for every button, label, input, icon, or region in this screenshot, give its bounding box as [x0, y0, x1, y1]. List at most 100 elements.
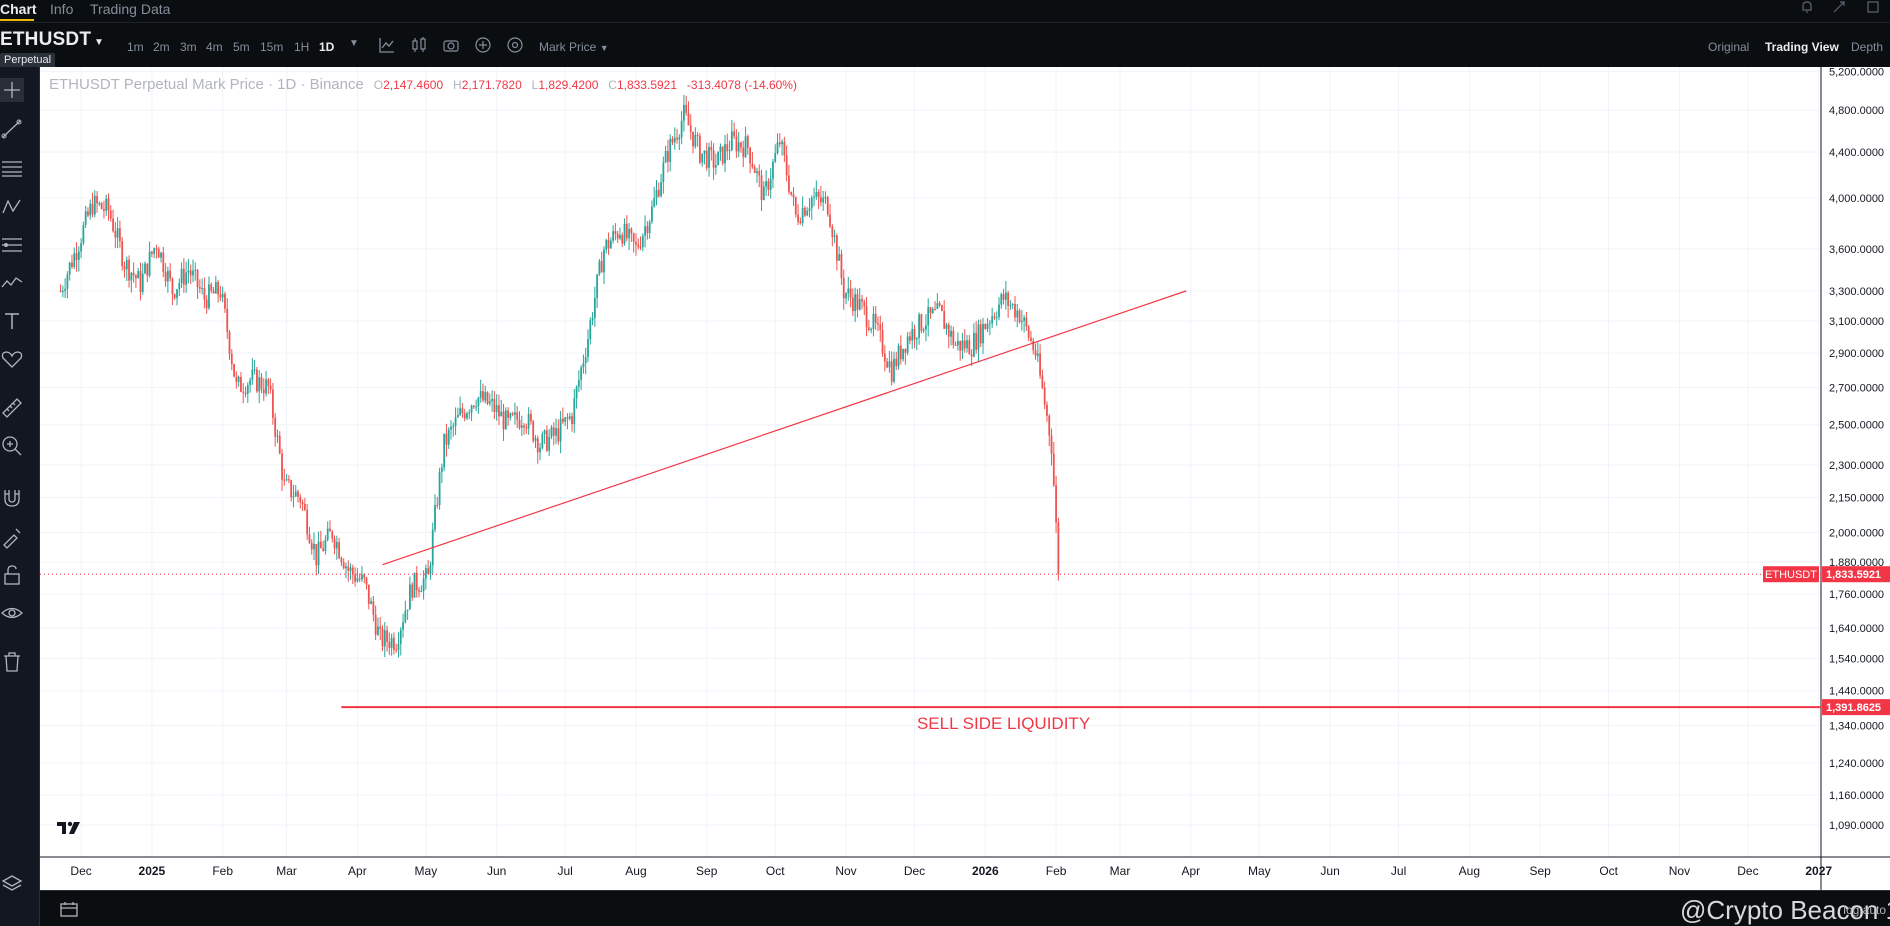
candle-body — [851, 297, 854, 312]
zoom-icon[interactable] — [0, 434, 24, 458]
projection-tool-icon[interactable] — [0, 233, 24, 257]
symbol-selector[interactable]: ETHUSDT — [0, 29, 92, 50]
x-tick-label: Oct — [766, 864, 785, 878]
candle-body — [687, 113, 690, 126]
candle-body — [162, 252, 165, 273]
candle-body — [475, 406, 478, 408]
text-tool-icon[interactable] — [0, 309, 24, 333]
x-tick-label: Oct — [1599, 864, 1618, 878]
calendar-range-icon[interactable] — [58, 899, 80, 924]
contract-badge: Perpetual — [0, 53, 56, 68]
lock-icon[interactable] — [0, 563, 24, 587]
candle-body — [539, 447, 541, 453]
price-chart[interactable]: 5,200.0000 4,800.0000 4,400.0000 4,000.0000… — [40, 67, 1890, 890]
camera-icon[interactable] — [442, 36, 460, 54]
fib-tool-icon[interactable] — [0, 156, 24, 180]
candle-body — [632, 233, 635, 242]
candle-body — [267, 379, 270, 386]
candle-body — [872, 313, 875, 329]
chart-area[interactable]: 5,200.0000 4,800.0000 4,400.0000 4,000.0000… — [40, 67, 1890, 926]
chevron-down-icon[interactable]: ▼ — [94, 37, 104, 48]
chart-legend: ETHUSDT Perpetual Mark Price · 1D · Bina… — [49, 76, 797, 93]
candle-body — [185, 272, 188, 285]
candle-body — [479, 391, 482, 398]
y-tick-label: 3,100.0000 — [1829, 316, 1884, 328]
pattern-tool-icon[interactable] — [0, 195, 24, 219]
candle-body — [137, 271, 140, 279]
candle-body — [338, 541, 341, 559]
candle-body — [452, 426, 455, 428]
candle-body — [1048, 415, 1051, 436]
more-icon[interactable] — [1866, 0, 1880, 17]
candle-body — [856, 294, 859, 310]
timeframe-1h[interactable]: 1H — [294, 40, 310, 54]
heart-icon[interactable] — [0, 347, 24, 371]
candle-body — [278, 435, 281, 454]
view-original[interactable]: Original — [1708, 40, 1750, 54]
candle-body — [1014, 304, 1016, 318]
chart-type-icon[interactable] — [378, 36, 396, 54]
lock-drawing-icon[interactable] — [0, 525, 24, 549]
timeframe-1d[interactable]: 1D — [319, 40, 335, 54]
candle-body — [721, 146, 724, 164]
candle-body — [831, 226, 834, 237]
candle-body — [705, 150, 708, 168]
view-trading-view[interactable]: Trading View — [1765, 40, 1839, 54]
timeframe-more-icon[interactable]: ▼ — [349, 38, 359, 49]
candle-body — [756, 171, 758, 174]
timeframe-5m[interactable]: 5m — [233, 40, 250, 54]
eye-icon[interactable] — [0, 601, 24, 625]
tradingview-logo[interactable] — [56, 819, 82, 837]
candle-body — [194, 269, 197, 271]
candle-body — [397, 643, 400, 650]
view-depth[interactable]: Depth — [1851, 40, 1884, 54]
candle-body — [824, 196, 827, 198]
candle-body — [854, 294, 857, 312]
candle-body — [749, 147, 752, 164]
candle-body — [256, 369, 258, 392]
crosshair-icon[interactable] — [0, 78, 24, 102]
candle-body — [107, 198, 110, 211]
ruler-icon[interactable] — [0, 396, 24, 420]
candle-body — [477, 397, 480, 407]
candle-body — [377, 626, 379, 635]
timeframe-3m[interactable]: 3m — [180, 40, 197, 54]
x-tick-label: Feb — [212, 864, 233, 878]
candle-body — [1039, 353, 1041, 376]
magnet-icon[interactable] — [0, 486, 24, 510]
expand-icon[interactable] — [1832, 0, 1846, 17]
timeframe-4m[interactable]: 4m — [206, 40, 223, 54]
candle-body — [173, 294, 176, 298]
wave-tool-icon[interactable] — [0, 271, 24, 295]
timeframe-15m[interactable]: 15m — [260, 40, 284, 54]
candle-body — [534, 438, 537, 441]
price-type-dropdown[interactable]: Mark Price ▼ — [539, 40, 609, 54]
trash-icon[interactable] — [0, 650, 24, 674]
bell-icon[interactable] — [1800, 0, 1814, 17]
candle-body — [212, 290, 215, 294]
candle-body — [835, 235, 838, 261]
candle-body — [881, 329, 884, 354]
candle-body — [1050, 435, 1053, 454]
settings-icon[interactable] — [506, 36, 524, 54]
layers-icon[interactable] — [0, 872, 24, 896]
timeframe-1m[interactable]: 1m — [127, 40, 144, 54]
candles-icon[interactable] — [410, 36, 428, 54]
trendline-tool-icon[interactable] — [0, 117, 24, 141]
candle-body — [491, 398, 493, 402]
candle-body — [995, 317, 998, 319]
candle-body — [100, 203, 103, 209]
candle-body — [913, 328, 916, 340]
candle-body — [393, 637, 395, 650]
scale-options[interactable]: log auto — [1843, 903, 1886, 917]
add-indicator-icon[interactable] — [474, 36, 492, 54]
tab-chart[interactable]: Chart — [0, 1, 37, 17]
tab-trading-data[interactable]: Trading Data — [90, 1, 171, 17]
candle-body — [1023, 317, 1026, 321]
candle-body — [290, 480, 293, 498]
timeframe-2m[interactable]: 2m — [153, 40, 170, 54]
candle-body — [313, 543, 315, 550]
candle-body — [146, 263, 149, 276]
tab-info[interactable]: Info — [50, 1, 74, 17]
candle-body — [815, 191, 818, 197]
